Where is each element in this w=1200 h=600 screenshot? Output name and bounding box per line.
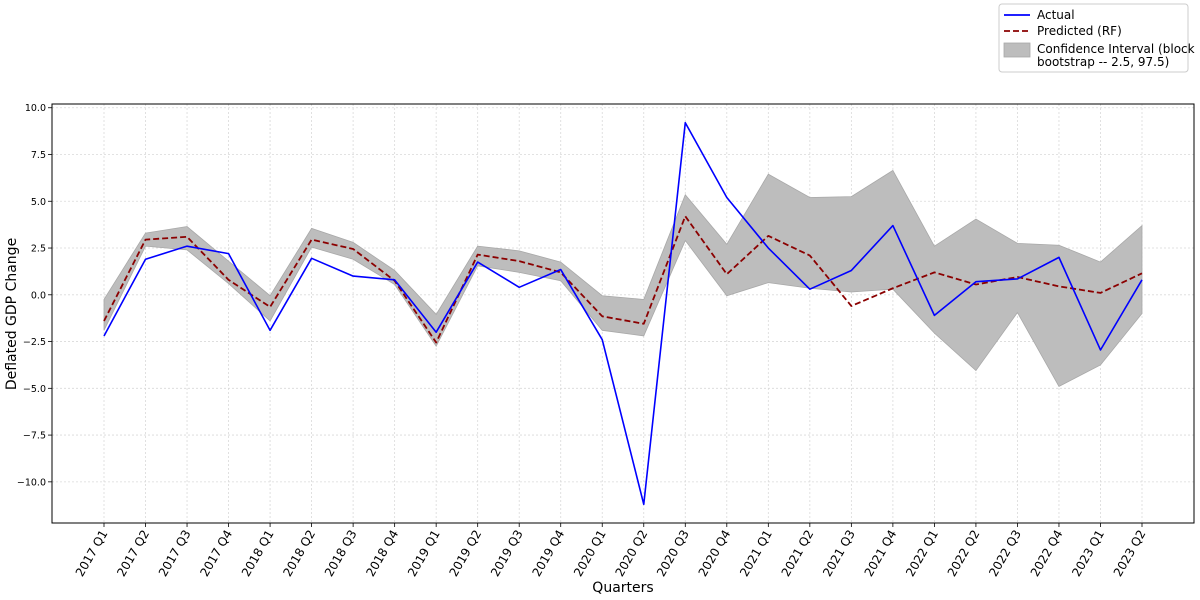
y-tick-label: 2.5 (31, 244, 46, 255)
legend: Actual Predicted (RF) Confidence Interval … (998, 3, 1195, 73)
x-tick-label: 2019 Q4 (529, 528, 567, 580)
legend-frame (998, 3, 1189, 73)
x-tick-label: 2022 Q3 (986, 528, 1024, 580)
x-tick-label: 2021 Q1 (737, 528, 775, 580)
x-tick-label: 2021 Q2 (779, 528, 817, 580)
x-tick-label: 2018 Q1 (239, 528, 277, 580)
legend-label: bootstrap -- 2.5, 97.5) (1037, 55, 1169, 69)
y-tick-label: −2.5 (23, 337, 46, 348)
y-tick-label: −7.5 (23, 431, 46, 442)
y-tick-label: 10.0 (25, 103, 46, 114)
x-tick-label: 2022 Q2 (945, 528, 983, 580)
x-tick-label: 2018 Q2 (280, 528, 318, 580)
plot-frame (51, 103, 1195, 524)
x-tick-label: 2017 Q1 (73, 528, 111, 580)
x-tick-label: 2018 Q3 (322, 528, 360, 580)
x-tick-label: 2019 Q3 (488, 528, 526, 580)
legend-label: Actual (1037, 8, 1075, 22)
x-tick-label: 2017 Q2 (114, 528, 152, 580)
x-tick-label: 2021 Q3 (820, 528, 858, 580)
x-tick-label: 2022 Q1 (903, 528, 941, 580)
legend-label: Predicted (RF) (1037, 24, 1122, 38)
legend-swatch-confidence (1003, 42, 1031, 58)
y-tick-label: 5.0 (31, 197, 46, 208)
x-tick-label: 2023 Q1 (1069, 528, 1107, 580)
y-axis-title: Deflated GDP Change (4, 238, 20, 390)
x-tick-label: 2021 Q4 (862, 528, 900, 580)
x-tick-label: 2017 Q4 (197, 528, 235, 580)
series-lines-layer (103, 121, 1143, 506)
y-tick-label: 0.0 (31, 290, 46, 301)
y-tick-label: −5.0 (23, 384, 46, 395)
y-axis-ticks: 10.0 7.5 5.0 2.5 0.0 −2.5 −5.0 −7.5 −10.0 (17, 103, 52, 488)
confidence-band-layer (103, 169, 1143, 387)
x-tick-label: 2019 Q2 (446, 528, 484, 580)
predicted-rf-line (103, 215, 1143, 344)
x-tick-label: 2020 Q2 (613, 528, 651, 580)
x-tick-label: 2018 Q4 (363, 528, 401, 580)
x-axis-ticks: 2017 Q1 2017 Q2 2017 Q3 2017 Q4 2018 Q1 2018 … (73, 523, 1149, 579)
actual-line (103, 121, 1143, 506)
x-tick-label: 2020 Q4 (696, 528, 734, 580)
confidence-interval-band (103, 169, 1143, 387)
x-axis-title: Quarters (592, 580, 653, 596)
legend-label: Confidence Interval (block (1037, 42, 1195, 56)
x-tick-label: 2020 Q1 (571, 528, 609, 580)
x-tick-label: 2019 Q1 (405, 528, 443, 580)
x-tick-label: 2020 Q3 (654, 528, 692, 580)
x-tick-label: 2023 Q2 (1111, 528, 1149, 580)
x-tick-label: 2022 Q4 (1028, 528, 1066, 580)
y-tick-label: −10.0 (17, 477, 46, 488)
y-tick-label: 7.5 (31, 150, 46, 161)
x-tick-label: 2017 Q3 (156, 528, 194, 580)
